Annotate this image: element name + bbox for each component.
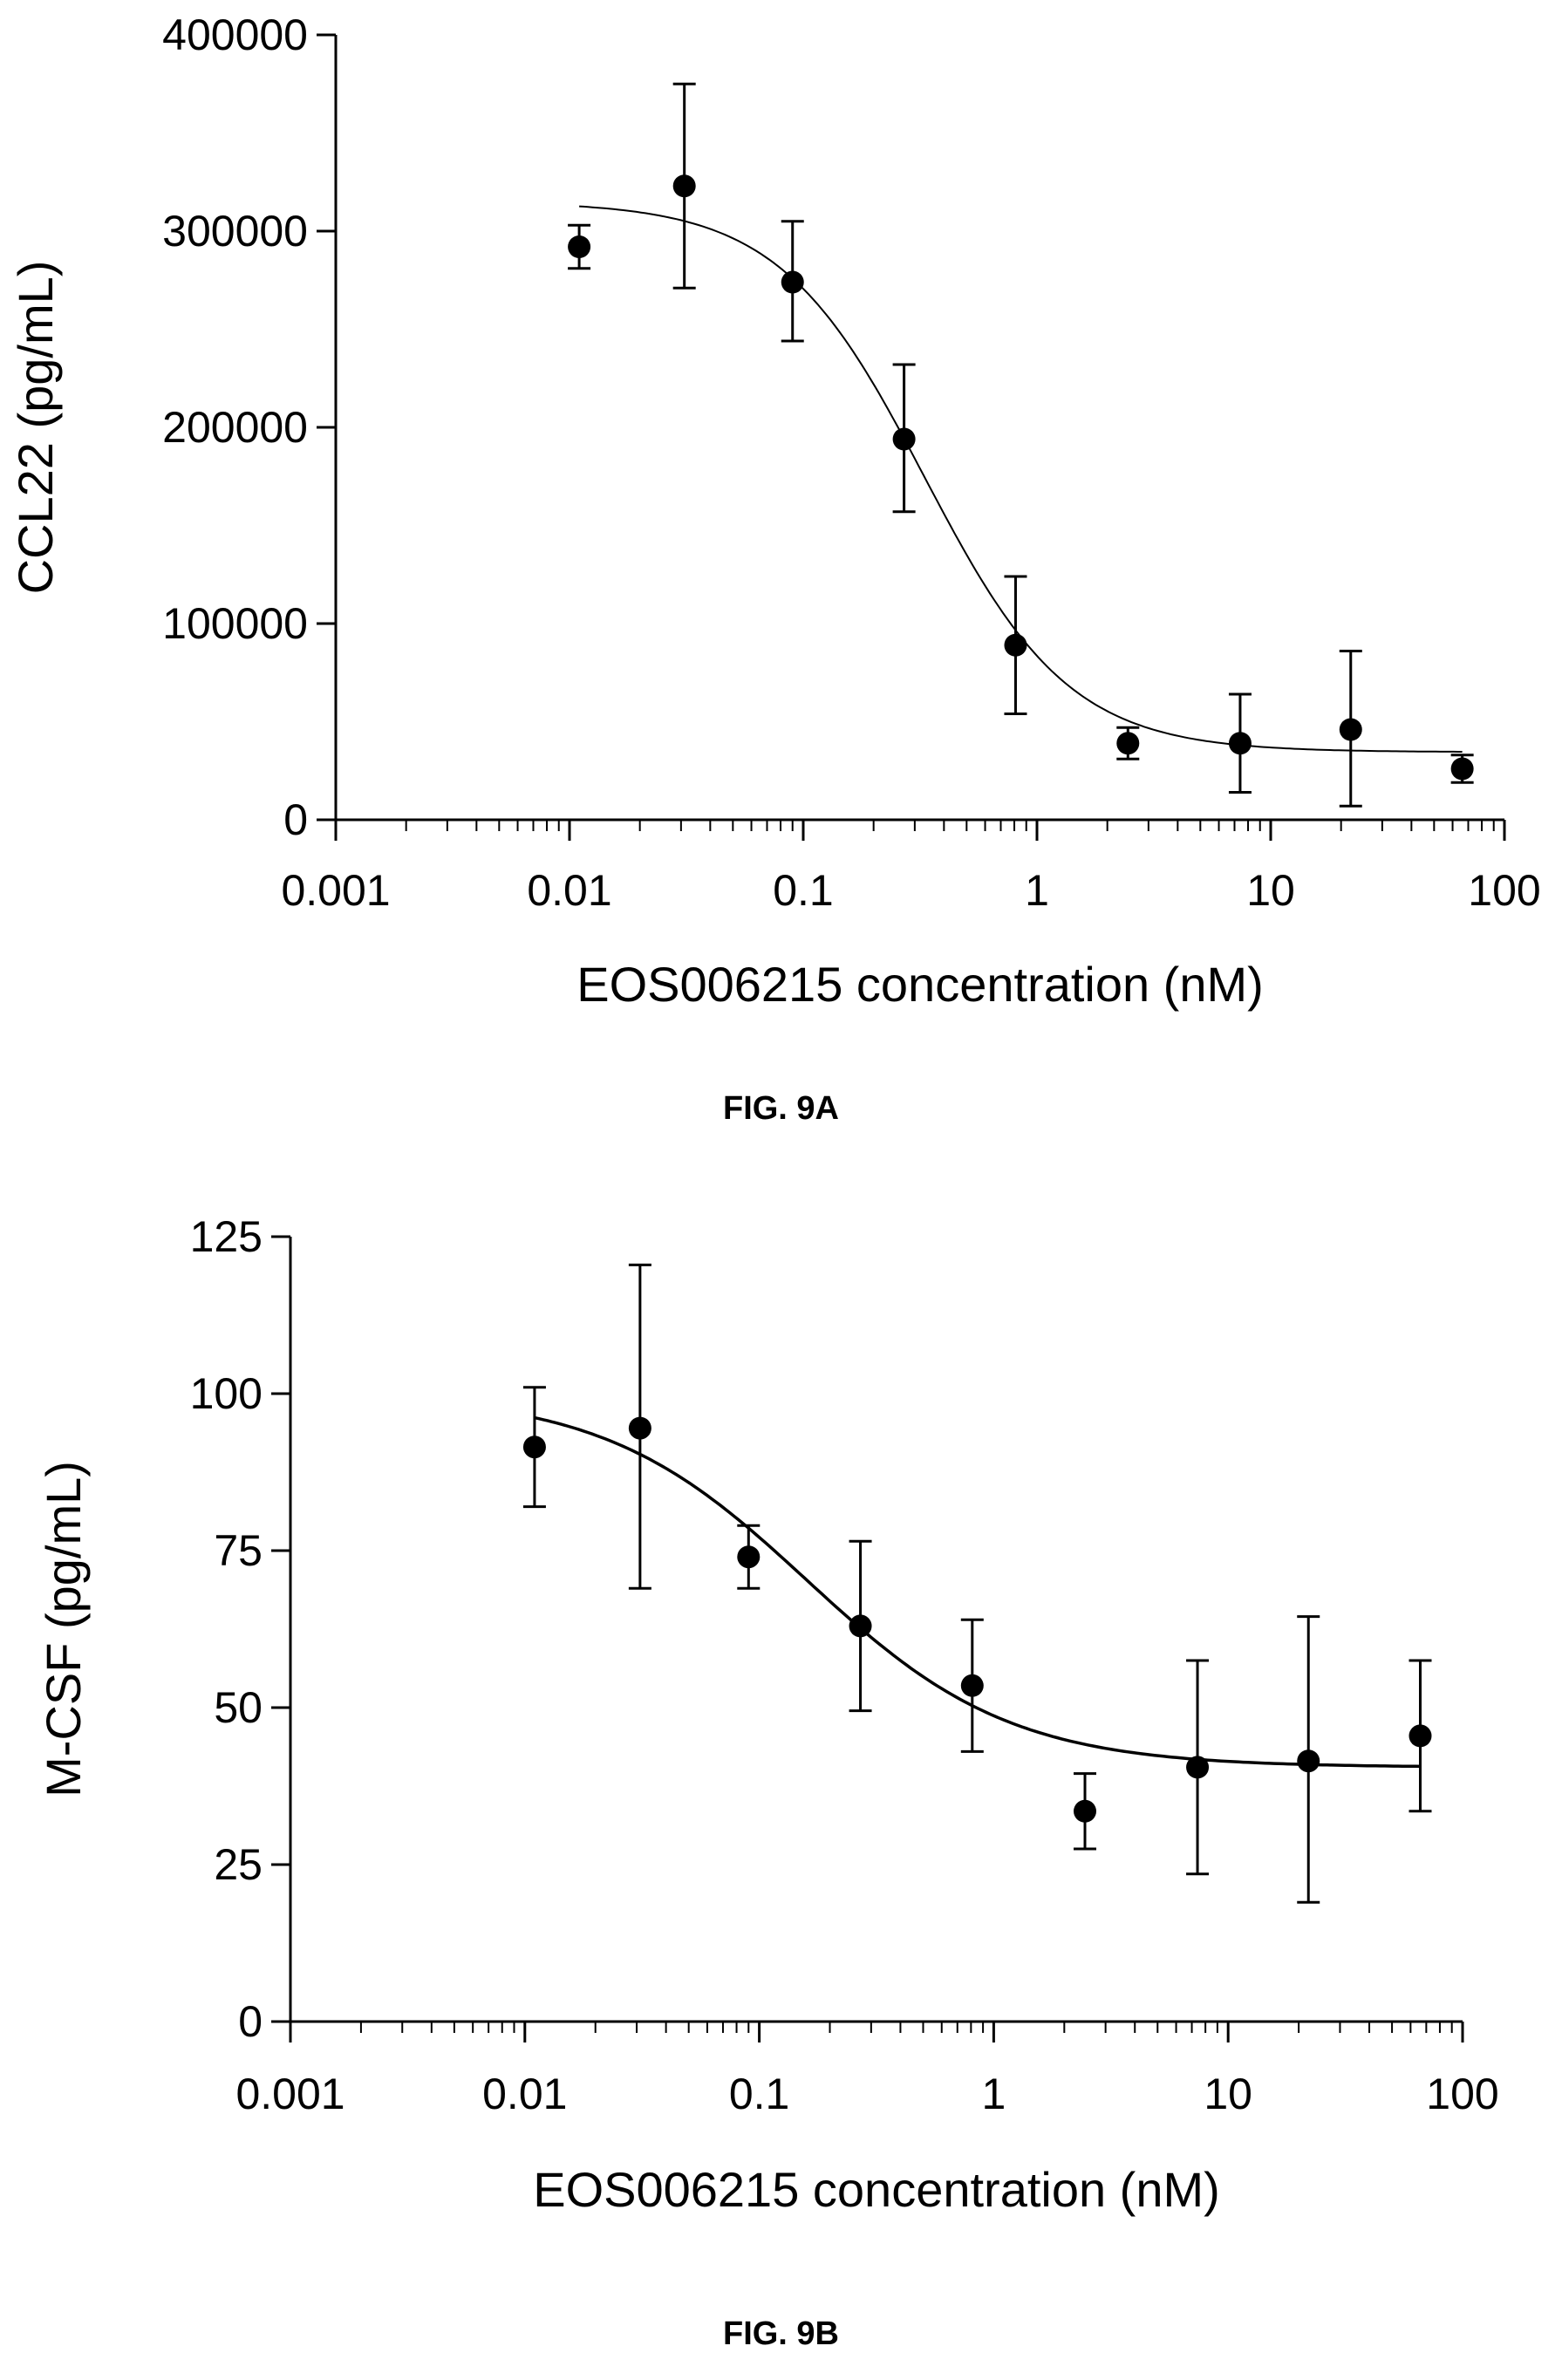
fit-curve (534, 1415, 1421, 1769)
data-point-group (1297, 1615, 1320, 1904)
y-tick-label: 0 (283, 795, 308, 844)
data-point-group (522, 1386, 546, 1509)
data-point-group (781, 220, 804, 343)
data-point (1186, 1756, 1210, 1779)
data-point (960, 1674, 984, 1697)
data-point (672, 174, 696, 198)
x-axis-label: EOS006215 concentration (nM) (533, 2162, 1220, 2217)
data-point (1297, 1749, 1320, 1773)
mcsf-chart: 0 25 50 75 100 125 0.001 0.01 0.1 1 10 100 EOS006215… (36, 1212, 1499, 2217)
data-point (892, 427, 916, 451)
x-tick-label: 0.1 (773, 866, 834, 915)
data-point-group (1450, 754, 1474, 784)
data-point-group (737, 1524, 761, 1590)
y-tick-label: 125 (190, 1212, 263, 1261)
data-point (1116, 732, 1140, 755)
x-tick-label: 100 (1468, 866, 1540, 915)
data-point-group (1339, 650, 1362, 808)
data-point (522, 1436, 546, 1459)
data-point (1074, 1799, 1097, 1823)
y-tick-label: 25 (214, 1840, 263, 1889)
data-point (1339, 718, 1362, 741)
y-tick-label: 100 (190, 1369, 263, 1418)
x-tick-label: 1 (1025, 866, 1049, 915)
x-tick-label: 0.01 (527, 866, 611, 915)
y-tick-label: 300000 (162, 207, 308, 256)
data-point (1409, 1724, 1432, 1748)
ccl22-chart: 0 100000 200000 300000 400000 0.001 0.01 0.1 1 10… (8, 10, 1541, 1012)
y-axis-label: M-CSF (pg/mL) (36, 1461, 91, 1797)
data-point (781, 270, 804, 294)
x-tick-label: 0.01 (482, 2070, 567, 2118)
data-point-group (960, 1618, 984, 1753)
x-tick-label: 0.001 (235, 2070, 344, 2118)
data-point-group (1409, 1659, 1432, 1813)
y-tick-label: 0 (238, 1997, 263, 2046)
data-point (1004, 633, 1027, 657)
y-tick-label: 50 (214, 1683, 263, 1732)
data-point (849, 1614, 872, 1638)
data-point-group (672, 82, 696, 290)
x-tick-label: 1 (981, 2070, 1006, 2118)
data-point-group (1074, 1772, 1097, 1851)
figure-caption-9b: FIG. 9B (722, 2315, 840, 2352)
data-point (628, 1416, 651, 1440)
x-tick-label: 10 (1246, 866, 1295, 915)
y-axis-label: CCL22 (pg/mL) (8, 261, 63, 595)
data-point-group (628, 1263, 651, 1590)
data-point-group (1116, 726, 1140, 760)
x-tick-label: 100 (1426, 2070, 1498, 2118)
x-tick-label: 10 (1204, 2070, 1252, 2118)
y-tick-label: 100000 (162, 599, 308, 648)
data-point (737, 1545, 761, 1569)
data-point-group (1228, 692, 1252, 794)
data-point (1228, 732, 1252, 755)
data-point-group (1004, 575, 1027, 715)
x-tick-label: 0.001 (281, 866, 390, 915)
data-point (568, 235, 591, 258)
data-point (1450, 757, 1474, 781)
x-axis-label: EOS006215 concentration (nM) (576, 957, 1264, 1012)
data-point-group (849, 1539, 872, 1713)
y-tick-label: 75 (214, 1526, 263, 1575)
x-tick-label: 0.1 (729, 2070, 790, 2118)
figure-caption-9a: FIG. 9A (722, 1090, 840, 1127)
y-tick-label: 200000 (162, 403, 308, 452)
data-point-group (568, 223, 591, 270)
data-point-group (1186, 1659, 1210, 1876)
data-point-group (892, 363, 916, 514)
y-tick-label: 400000 (162, 10, 308, 59)
